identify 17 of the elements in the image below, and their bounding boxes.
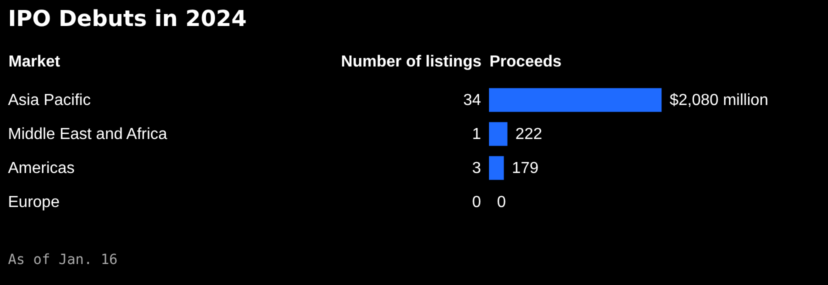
data-label: 0 xyxy=(497,194,506,211)
x-axis-title: Proceeds xyxy=(490,54,562,70)
text: 34 xyxy=(463,92,482,109)
data-label: $2,080 million xyxy=(670,92,768,109)
y-axis-title: Market xyxy=(8,54,61,70)
y-tick-label: Americas xyxy=(8,160,75,177)
y-tick-label: Europe xyxy=(8,194,60,211)
text: 0 xyxy=(472,194,482,211)
text: 1 xyxy=(472,126,482,143)
text: As of Jan. 16 xyxy=(8,252,118,268)
data-label: 179 xyxy=(512,160,539,177)
text: IPO Debuts in 2024 xyxy=(8,7,247,32)
text: Number of listings xyxy=(341,54,482,70)
y-tick-label: Middle East and Africa xyxy=(8,126,168,143)
text: 3 xyxy=(472,160,482,177)
data-label: 222 xyxy=(515,126,542,143)
y-tick-label: Asia Pacific xyxy=(8,92,91,109)
